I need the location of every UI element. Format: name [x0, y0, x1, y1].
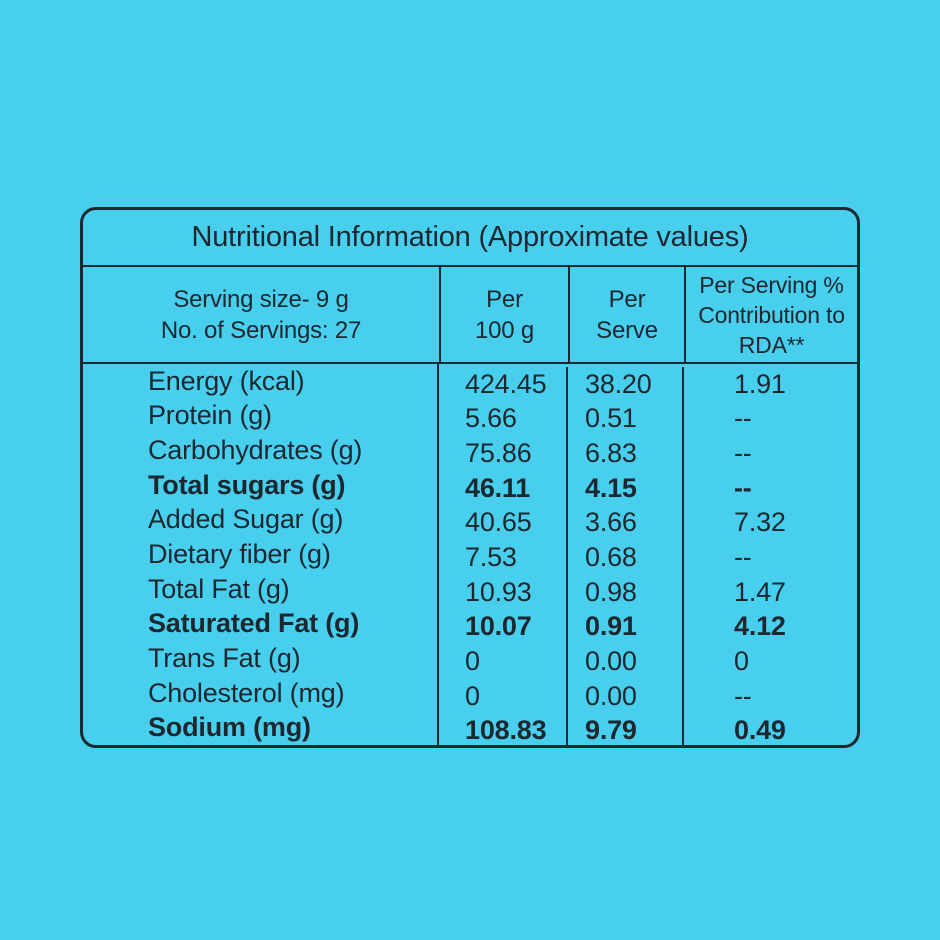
table-row: Dietary fiber (g) 7.53 0.68 -- — [83, 537, 857, 575]
table-row: Cholesterol (mg) 0 0.00 -- — [83, 675, 857, 714]
header-rda: Per Serving % Contribution to RDA** — [684, 267, 857, 362]
nutrient-label: Carbohydrates (g) — [83, 433, 439, 468]
nutrient-label: Cholesterol (mg) — [83, 675, 439, 711]
table-row: Carbohydrates (g) 75.86 6.83 -- — [83, 433, 857, 471]
value-rda: 4.12 — [734, 611, 786, 642]
value-rda: -- — [734, 403, 752, 434]
value-per-serve: 9.79 — [568, 713, 684, 745]
per-serve-line1: Per — [608, 285, 646, 313]
table-row: Saturated Fat (g) 10.07 0.91 4.12 — [83, 606, 857, 645]
value-per-serve: 0.00 — [568, 644, 684, 679]
value-per-100g: 46.11 — [439, 470, 568, 506]
servings-count-text: No. of Servings: 27 — [160, 316, 362, 344]
value-per-100g: 0 — [439, 678, 568, 714]
nutrient-label: Trans Fat (g) — [83, 641, 439, 676]
table-header: Serving size- 9 g No. of Servings: 27 Pe… — [83, 267, 857, 364]
value-rda: -- — [734, 680, 752, 711]
nutrient-label: Protein (g) — [83, 398, 439, 434]
value-per-100g: 10.07 — [439, 609, 568, 645]
nutrient-label: Saturated Fat (g) — [83, 606, 439, 642]
nutrient-label: Total sugars (g) — [83, 467, 439, 503]
nutrient-label: Added Sugar (g) — [83, 502, 439, 538]
nutrition-body: Energy (kcal) 424.45 38.20 1.91 Protein (g) 5… — [83, 364, 857, 745]
table-title: Nutritional Information (Approximate val… — [83, 210, 857, 267]
header-per-100g: Per 100 g — [439, 267, 568, 362]
table-row: Added Sugar (g) 40.65 3.66 7.32 — [83, 502, 857, 541]
value-per-serve: 4.15 — [568, 470, 684, 506]
table-row: Trans Fat (g) 0 0.00 0 — [83, 641, 857, 679]
value-per-100g: 5.66 — [439, 401, 568, 437]
nutrient-label: Sodium (mg) — [83, 710, 439, 745]
value-per-100g: 10.93 — [439, 574, 568, 610]
value-rda: 0 — [734, 645, 749, 676]
nutrition-table: Nutritional Information (Approximate val… — [80, 207, 860, 748]
per-100g-line1: Per — [486, 285, 523, 313]
value-rda: 1.47 — [734, 576, 786, 607]
value-per-100g: 75.86 — [439, 436, 568, 471]
value-per-serve: 0.91 — [568, 609, 684, 645]
nutrient-label: Energy (kcal) — [83, 364, 439, 399]
value-rda: -- — [734, 542, 752, 573]
value-per-serve: 3.66 — [568, 505, 684, 541]
value-rda: -- — [734, 438, 752, 469]
value-per-serve: 0.51 — [568, 401, 684, 437]
table-row: Energy (kcal) 424.45 38.20 1.91 — [83, 364, 857, 402]
nutrient-label: Dietary fiber (g) — [83, 537, 439, 572]
value-per-serve: 0.98 — [568, 574, 684, 610]
value-per-100g: 40.65 — [439, 505, 568, 541]
table-row: Total sugars (g) 46.11 4.15 -- — [83, 467, 857, 506]
table-row: Protein (g) 5.66 0.51 -- — [83, 398, 857, 437]
header-serving-info: Serving size- 9 g No. of Servings: 27 — [83, 267, 439, 362]
nutrient-label: Total Fat (g) — [83, 571, 439, 607]
value-rda: -- — [734, 472, 752, 503]
per-100g-line2: 100 g — [474, 316, 535, 344]
serving-size-text: Serving size- 9 g — [173, 285, 349, 313]
table-row: Sodium (mg) 108.83 9.79 0.49 — [83, 710, 857, 745]
value-per-serve: 0.00 — [568, 678, 684, 714]
per-serve-line2: Serve — [596, 316, 658, 344]
header-per-serve: Per Serve — [568, 267, 684, 362]
value-rda: 1.91 — [734, 368, 786, 399]
value-per-serve: 38.20 — [568, 367, 684, 402]
value-per-serve: 0.68 — [568, 540, 684, 575]
value-per-100g: 108.83 — [439, 713, 568, 745]
value-rda: 0.49 — [734, 715, 786, 746]
value-per-100g: 0 — [439, 644, 568, 679]
value-per-serve: 6.83 — [568, 436, 684, 471]
value-per-100g: 424.45 — [439, 367, 568, 402]
value-rda: 7.32 — [734, 507, 786, 538]
table-row: Total Fat (g) 10.93 0.98 1.47 — [83, 571, 857, 610]
value-per-100g: 7.53 — [439, 540, 568, 575]
